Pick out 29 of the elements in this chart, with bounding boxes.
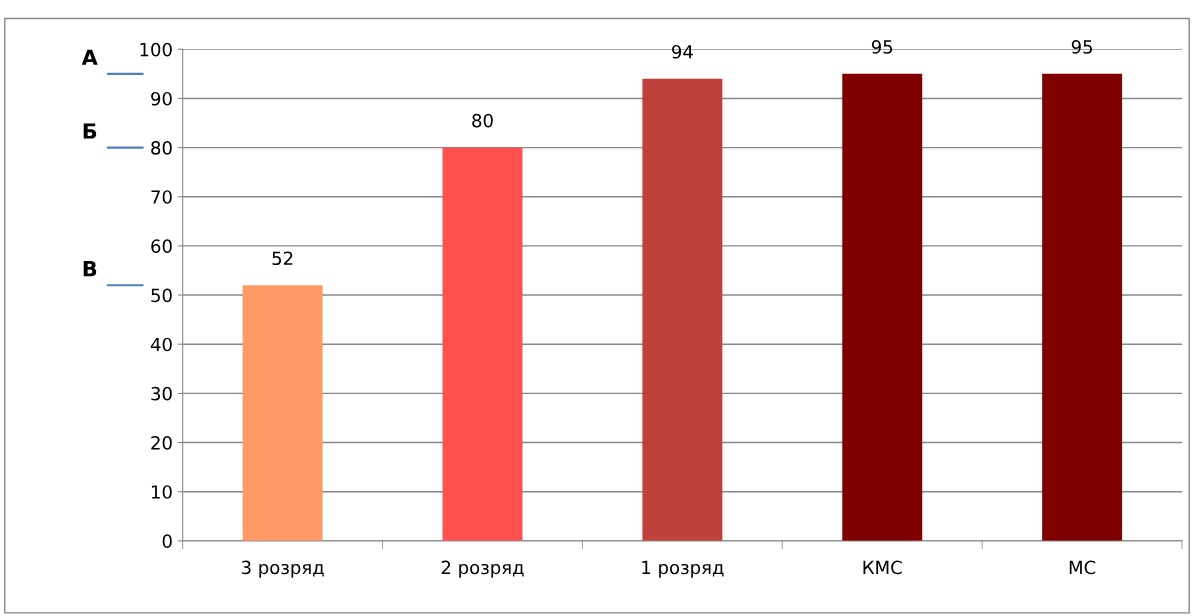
x-tick-label: КМС [863, 560, 902, 575]
x-tick-label: МС [1069, 560, 1096, 575]
y-tick-label: 50 [151, 288, 172, 303]
bar [242, 285, 323, 541]
y-tick-label: 80 [151, 141, 172, 155]
data-label: 94 [672, 44, 693, 59]
y-tick-label: 100 [140, 42, 172, 57]
y-tick-label: 20 [151, 435, 172, 450]
y-tick-label: 90 [151, 91, 172, 106]
bar [1042, 73, 1123, 541]
ref-line-label: Б [83, 123, 97, 139]
data-label: 95 [871, 40, 893, 54]
x-tick-label: 3 розряд [241, 560, 324, 578]
data-label: 95 [1071, 40, 1093, 54]
y-tick-label: 10 [151, 485, 172, 499]
ref-line-label: В [83, 261, 97, 277]
ref-line-label: А [81, 49, 98, 65]
y-tick-label: 60 [151, 239, 172, 254]
x-tick-label: 1 розряд [642, 560, 724, 578]
y-tick-label: 70 [151, 190, 172, 204]
bar [442, 147, 523, 541]
y-tick-label: 30 [151, 386, 172, 401]
data-label: 52 [272, 251, 293, 266]
x-tick-label: 2 розряд [441, 560, 524, 578]
y-tick-label: 0 [162, 534, 172, 548]
bar [642, 78, 723, 541]
bar [842, 73, 923, 541]
data-label: 80 [472, 113, 493, 128]
y-tick-label: 40 [150, 337, 172, 352]
